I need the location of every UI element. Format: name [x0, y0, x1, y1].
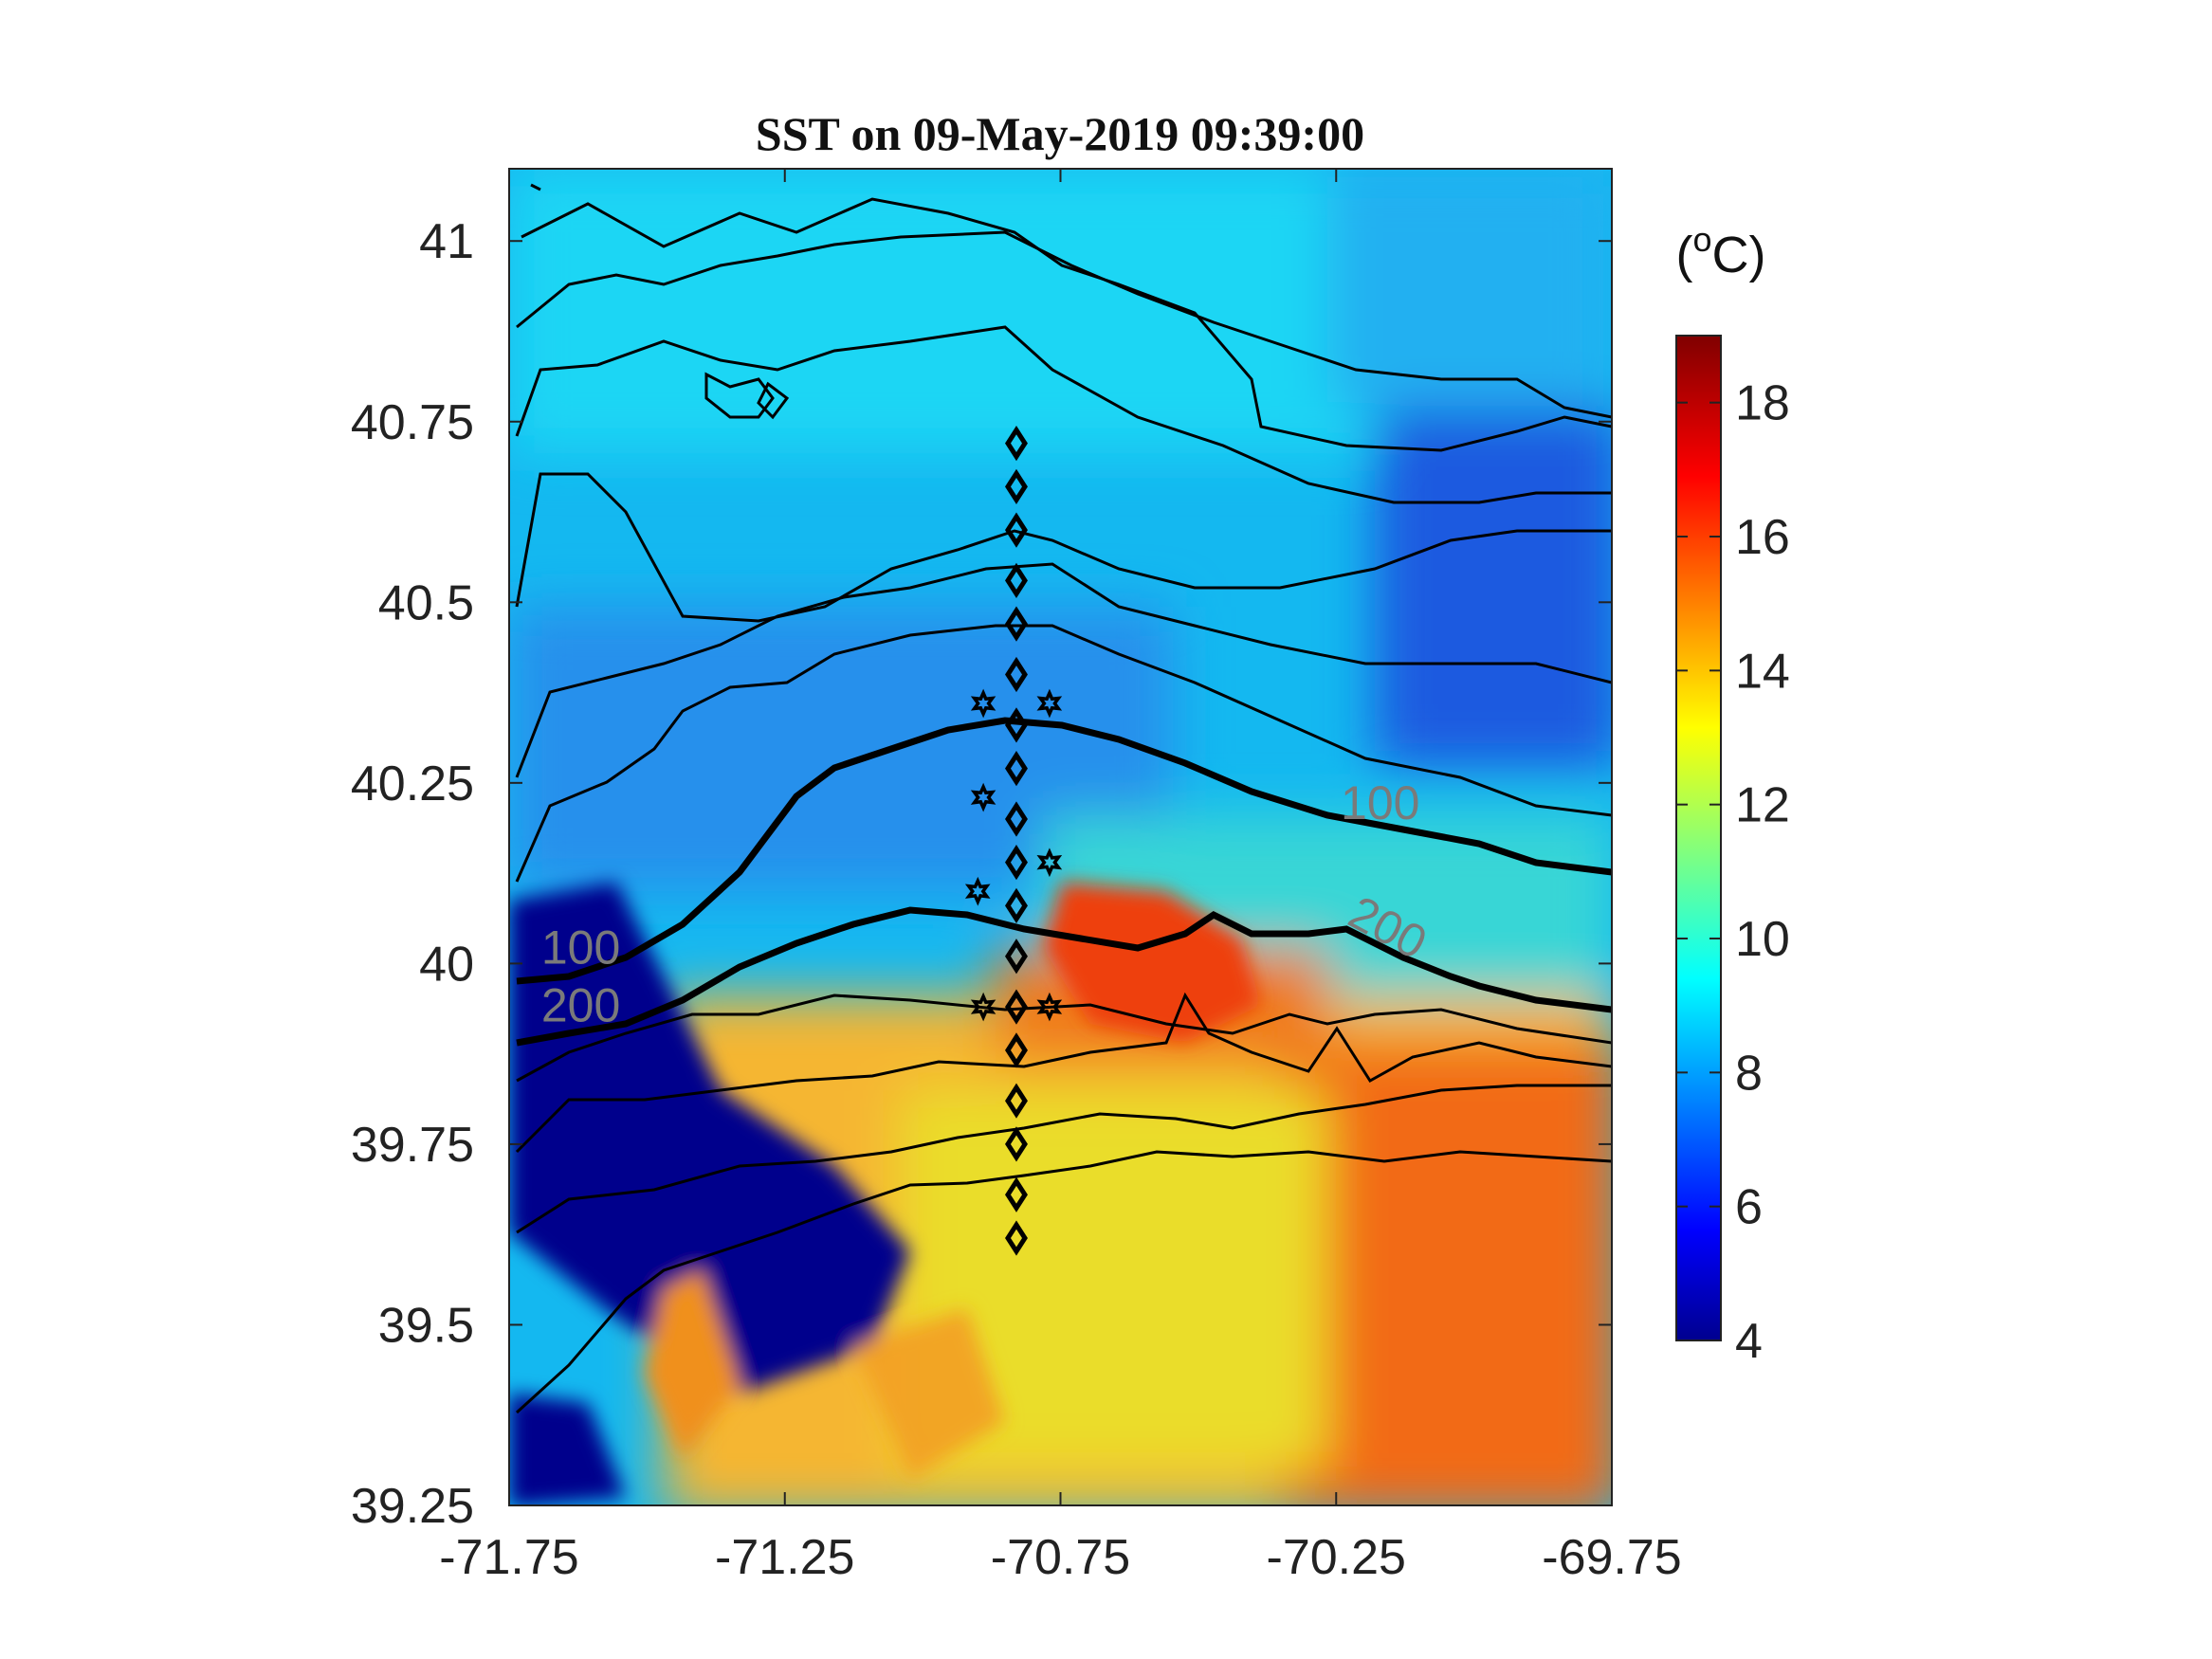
- station-diamond: [1005, 1126, 1028, 1162]
- station-star: [970, 688, 996, 719]
- station-diamond: [1005, 707, 1028, 743]
- station-diamond: [1005, 606, 1028, 642]
- station-diamond: [1005, 1176, 1028, 1212]
- colorbar-tick-label: 12: [1735, 778, 1790, 833]
- station-diamond: [1005, 468, 1028, 504]
- station-diamond: [1005, 989, 1028, 1025]
- station-diamond: [1005, 562, 1028, 599]
- colorbar-unit-c: C): [1712, 227, 1766, 283]
- station-markers: [964, 425, 1063, 1256]
- station-star: [1036, 688, 1063, 719]
- colorbar-ticks: 4 6 8 10 12 14 16 18: [1676, 376, 1790, 1369]
- x-tick-label: -70.75: [991, 1530, 1130, 1585]
- y-tick-label: 40.5: [378, 575, 474, 630]
- colorbar-tick-label: 16: [1735, 510, 1790, 565]
- station-diamond: [1005, 887, 1028, 924]
- y-tick-label: 41: [419, 214, 474, 269]
- colorbar-unit-label: (oC): [1676, 220, 1766, 283]
- station-star: [1036, 992, 1063, 1022]
- colorbar-tick-label: 4: [1735, 1314, 1763, 1369]
- station-diamond: [1005, 1032, 1028, 1068]
- station-diamond: [1005, 801, 1028, 837]
- y-tick-label: 40.25: [351, 757, 474, 811]
- sst-field: [509, 169, 1612, 1505]
- x-tick-label: -71.75: [439, 1530, 578, 1585]
- station-star: [1036, 848, 1063, 878]
- isobath-main: [516, 717, 1612, 1047]
- colorbar: [1675, 335, 1722, 1341]
- colorbar-tick-label: 14: [1735, 644, 1790, 699]
- station-star: [964, 876, 991, 906]
- y-tick-label: 39.75: [351, 1118, 474, 1173]
- x-tick-label: -69.75: [1542, 1530, 1681, 1585]
- colorbar-unit-open: (: [1676, 227, 1693, 283]
- isobath-label: 100: [541, 921, 620, 974]
- colorbar-tick-label: 6: [1735, 1180, 1763, 1235]
- x-tick-label: -71.25: [715, 1530, 854, 1585]
- station-diamond: [1005, 845, 1028, 881]
- x-tick-labels: -71.75 -71.25 -70.75 -70.25 -69.75: [439, 1530, 1681, 1585]
- station-star: [970, 992, 996, 1022]
- colorbar-unit-degree: o: [1692, 220, 1711, 259]
- station-star: [970, 782, 996, 812]
- y-tick-label: 39.5: [378, 1298, 474, 1353]
- station-diamond: [1005, 1083, 1028, 1119]
- station-diamond: [1005, 1220, 1028, 1256]
- station-diamond: [1005, 425, 1028, 462]
- station-diamond: [1005, 939, 1028, 975]
- y-tick-label: 40: [419, 937, 474, 992]
- colorbar-tick-label: 10: [1735, 912, 1790, 967]
- isobath-label: 200: [541, 978, 620, 1031]
- colorbar-tick-label: 8: [1735, 1046, 1763, 1101]
- station-diamond: [1005, 512, 1028, 548]
- map-title: SST on 09-May-2019 09:39:00: [756, 107, 1364, 160]
- x-tick-label: -70.25: [1267, 1530, 1406, 1585]
- tick-marks: [508, 169, 1613, 1506]
- y-tick-labels: 39.25 39.5 39.75 40 40.25 40.5 40.75 41: [351, 214, 474, 1534]
- station-diamond: [1005, 750, 1028, 787]
- isobath-contours: [515, 183, 1612, 1414]
- colorbar-tick-label: 18: [1735, 376, 1790, 431]
- y-tick-label: 40.75: [351, 395, 474, 450]
- station-diamond: [1005, 656, 1028, 693]
- isobath-label: 100: [1341, 776, 1419, 830]
- y-tick-label: 39.25: [351, 1479, 474, 1534]
